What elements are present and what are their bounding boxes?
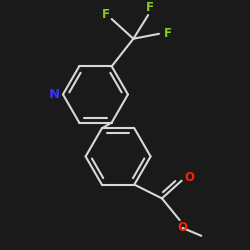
Text: F: F: [102, 8, 110, 21]
Text: N: N: [48, 88, 60, 101]
Text: F: F: [164, 27, 172, 40]
Text: O: O: [178, 222, 188, 234]
Text: F: F: [146, 1, 154, 14]
Text: O: O: [184, 171, 194, 184]
